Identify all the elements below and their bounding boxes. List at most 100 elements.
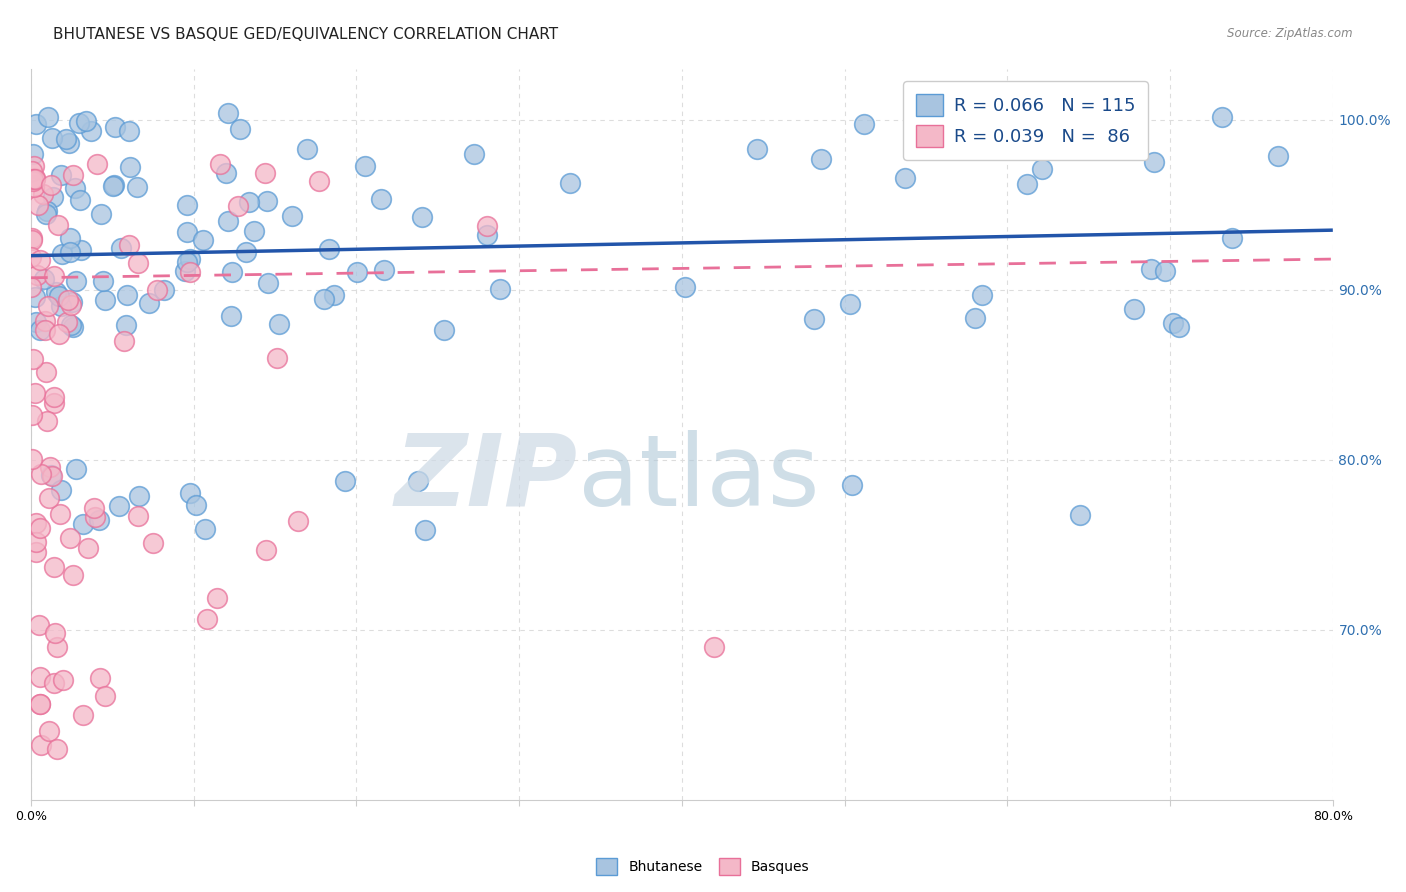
Point [42,559,65,574]
Point [90,207,112,221]
Point [841,477,863,491]
Point [433,323,456,337]
Point [115,288,138,302]
Point [477,227,499,242]
Point [24,172,46,186]
Point [21,451,44,466]
Point [59,245,82,260]
Point [30,738,52,752]
Point [24,545,46,559]
Point [703,640,725,655]
Point [179,486,201,500]
Point [463,146,485,161]
Point [49,168,72,182]
Point [673,279,696,293]
Point [25,117,48,131]
Point [1123,301,1146,316]
Point [86,157,108,171]
Point [295,141,318,155]
Point [52,673,75,688]
Point [44,396,66,410]
Point [55,316,77,330]
Point [21,146,44,161]
Point [747,142,769,156]
Point [256,194,278,208]
Point [146,283,169,297]
Point [176,198,198,212]
Point [21,233,44,247]
Point [314,292,336,306]
Point [94,689,117,703]
Point [80,124,103,138]
Point [58,136,80,150]
Point [108,499,131,513]
Point [37,299,59,313]
Point [118,237,141,252]
Point [39,460,62,475]
Point [46,640,69,654]
Point [127,509,149,524]
Point [269,318,291,332]
Point [27,198,49,212]
Point [1143,154,1166,169]
Point [208,157,231,171]
Point [41,178,63,193]
Point [44,625,66,640]
Point [72,516,94,531]
Point [84,509,107,524]
Point [77,541,100,556]
Text: Source: ZipAtlas.com: Source: ZipAtlas.com [1227,27,1353,40]
Text: atlas: atlas [578,430,820,526]
Point [266,351,288,366]
Point [63,181,86,195]
Legend: R = 0.066   N = 115, R = 0.039   N =  86: R = 0.066 N = 115, R = 0.039 N = 86 [903,81,1149,160]
Point [1031,162,1053,177]
Point [28,521,51,535]
Point [42,190,65,204]
Point [256,276,278,290]
Point [49,507,72,521]
Point [217,105,239,120]
Point [153,283,176,297]
Point [87,513,110,527]
Point [195,612,218,626]
Point [406,474,429,488]
Point [55,132,77,146]
Point [963,311,986,326]
Point [41,131,63,145]
Point [46,742,69,756]
Point [1220,231,1243,245]
Point [24,290,46,304]
Point [1108,134,1130,148]
Point [235,245,257,260]
Point [176,226,198,240]
Point [32,272,55,286]
Point [24,385,46,400]
Point [75,114,97,128]
Point [41,468,63,483]
Point [34,314,56,328]
Point [38,491,60,506]
Point [30,323,52,337]
Point [34,323,56,337]
Point [370,192,392,206]
Point [322,288,344,302]
Point [176,255,198,269]
Point [22,159,45,173]
Point [34,366,56,380]
Point [803,311,825,326]
Point [411,210,433,224]
Text: ZIP: ZIP [395,430,578,526]
Point [42,676,65,690]
Point [59,231,82,245]
Point [101,179,124,194]
Point [138,296,160,310]
Point [37,414,59,428]
Point [44,285,66,299]
Point [115,318,138,332]
Point [1168,320,1191,334]
Point [30,697,52,711]
Point [24,171,46,186]
Point [30,467,52,481]
Point [354,159,377,173]
